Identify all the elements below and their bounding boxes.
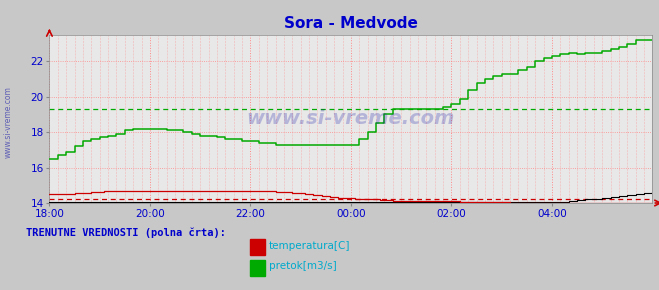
Text: TRENUTNE VREDNOSTI (polna črta):: TRENUTNE VREDNOSTI (polna črta): [26,228,226,238]
Text: www.si-vreme.com: www.si-vreme.com [246,109,455,128]
Text: pretok[m3/s]: pretok[m3/s] [269,261,337,271]
Title: Sora - Medvode: Sora - Medvode [284,16,418,31]
Text: www.si-vreme.com: www.si-vreme.com [4,86,13,158]
Text: temperatura[C]: temperatura[C] [269,241,351,251]
